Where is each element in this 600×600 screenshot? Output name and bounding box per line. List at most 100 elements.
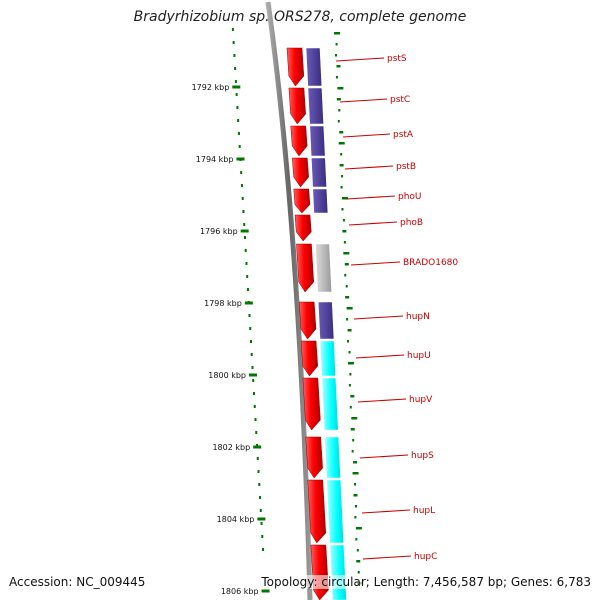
gene-leader-line <box>361 509 411 514</box>
ruler-dot <box>235 93 238 96</box>
gene-arrow <box>286 47 305 87</box>
gene-arrow <box>307 479 327 544</box>
gc-skew-dash <box>343 241 346 244</box>
ruler-dot <box>253 405 256 408</box>
gene-arrow <box>293 188 311 214</box>
gene-arrow <box>294 214 312 242</box>
ruler-tick <box>261 589 270 593</box>
gc-skew-track <box>334 32 364 585</box>
gc-skew-dash <box>343 252 350 255</box>
gc-skew-dash <box>349 373 352 376</box>
ruler-dot <box>245 262 248 265</box>
gc-skew-dash <box>347 329 352 332</box>
cog-block <box>310 157 327 188</box>
ruler-tick-label: 1804 kbp <box>217 515 255 524</box>
ruler-dot <box>242 210 245 213</box>
gene-leader-line <box>342 133 391 138</box>
ruler-dot <box>256 457 259 460</box>
gene-leader-line <box>355 354 405 359</box>
cog-block <box>309 125 326 157</box>
ruler-dot <box>254 418 257 421</box>
cog-block <box>324 436 341 479</box>
gc-skew-dash <box>335 43 338 46</box>
ruler-dot <box>237 119 240 122</box>
gc-skew-dash <box>334 32 341 35</box>
gene-label-psta: pstA <box>393 130 414 140</box>
gene-arrow <box>300 340 319 377</box>
ruler-tick <box>257 517 266 521</box>
gene-leader-line <box>346 195 396 200</box>
ruler-dot <box>246 275 249 278</box>
gc-skew-dash <box>356 549 359 552</box>
ruler-tick-label: 1800 kbp <box>208 371 246 380</box>
gc-skew-dash <box>350 395 355 398</box>
gc-skew-dash <box>350 428 355 431</box>
gc-skew-dash <box>351 450 354 453</box>
ruler-dot <box>257 470 260 473</box>
ruler-dot <box>234 80 237 83</box>
gc-skew-dash <box>340 186 343 189</box>
gc-skew-dash <box>353 461 358 464</box>
gene-arrow <box>290 125 308 157</box>
gene-label-psts: pstS <box>387 54 407 64</box>
ruler-dot <box>243 236 246 239</box>
ruler-dot <box>262 548 265 551</box>
gc-skew-dash <box>345 285 348 288</box>
ruler-dot <box>249 340 252 343</box>
gc-skew-dash <box>340 153 343 156</box>
ruler-dot <box>260 522 263 525</box>
gc-skew-dash <box>344 274 347 277</box>
cog-block <box>329 544 347 600</box>
gene-label-pstb: pstB <box>396 162 416 172</box>
ruler-tick-label: 1796 kbp <box>200 227 238 236</box>
ruler-dot <box>246 288 249 291</box>
cog-block <box>317 301 335 340</box>
ruler-tick <box>232 85 241 89</box>
ruler-dot <box>249 327 252 330</box>
gc-skew-dash <box>356 560 361 563</box>
gc-skew-dash <box>342 219 345 222</box>
ruler-dot <box>240 171 243 174</box>
map-title: Bradyrhizobium sp. ORS278, complete geno… <box>133 9 467 25</box>
gc-skew-dash <box>335 54 338 57</box>
gene-leader-line <box>359 454 409 459</box>
gc-skew-dash <box>338 109 341 112</box>
cog-block <box>326 479 345 544</box>
ruler-dot <box>252 379 255 382</box>
gene-leader-line <box>357 398 407 403</box>
gene-label-hupv: hupV <box>409 395 433 405</box>
ruler-dot <box>259 509 262 512</box>
gc-skew-dash <box>353 494 358 497</box>
ruler-dot <box>238 145 241 148</box>
gene-label-brado1680: BRADO1680 <box>403 258 458 268</box>
ruler-tick <box>240 229 249 233</box>
accession-text: Accession: NC_009445 <box>9 575 146 589</box>
ruler-tick-label: 1792 kbp <box>192 83 230 92</box>
gene-label-hupu: hupU <box>407 351 431 361</box>
gene-arrow <box>302 377 321 431</box>
cog-block <box>312 188 329 214</box>
ruler-tick <box>253 445 262 449</box>
ruler-dot <box>231 28 234 31</box>
cog-block <box>307 87 324 125</box>
ruler-tick <box>244 301 253 305</box>
gc-skew-dash <box>355 527 362 530</box>
ruler-dot <box>251 366 254 369</box>
gc-skew-dash <box>337 87 344 90</box>
gene-label-hupc: hupC <box>414 552 437 562</box>
kbp-ruler: 1792 kbp 1794 kbp 1796 kbp 1798 kbp 1800 kbp… <box>192 28 270 596</box>
gc-skew-dash <box>345 296 350 299</box>
gc-skew-dash <box>357 571 360 574</box>
gene-label-phou: phoU <box>398 192 422 202</box>
ruler-tick-label: 1802 kbp <box>212 443 250 452</box>
gene-leader-line <box>335 57 385 62</box>
gene-label-phob: phoB <box>400 218 423 228</box>
gene-label-hupn: hupN <box>406 312 430 322</box>
gene-arrow <box>305 436 323 479</box>
gene-label-pstc: pstC <box>390 95 410 105</box>
gene-leader-line <box>362 555 412 560</box>
gc-skew-dash <box>348 384 351 387</box>
gene-leader-line <box>344 165 394 170</box>
gene-leader-line <box>353 315 404 320</box>
ruler-dot <box>243 223 246 226</box>
